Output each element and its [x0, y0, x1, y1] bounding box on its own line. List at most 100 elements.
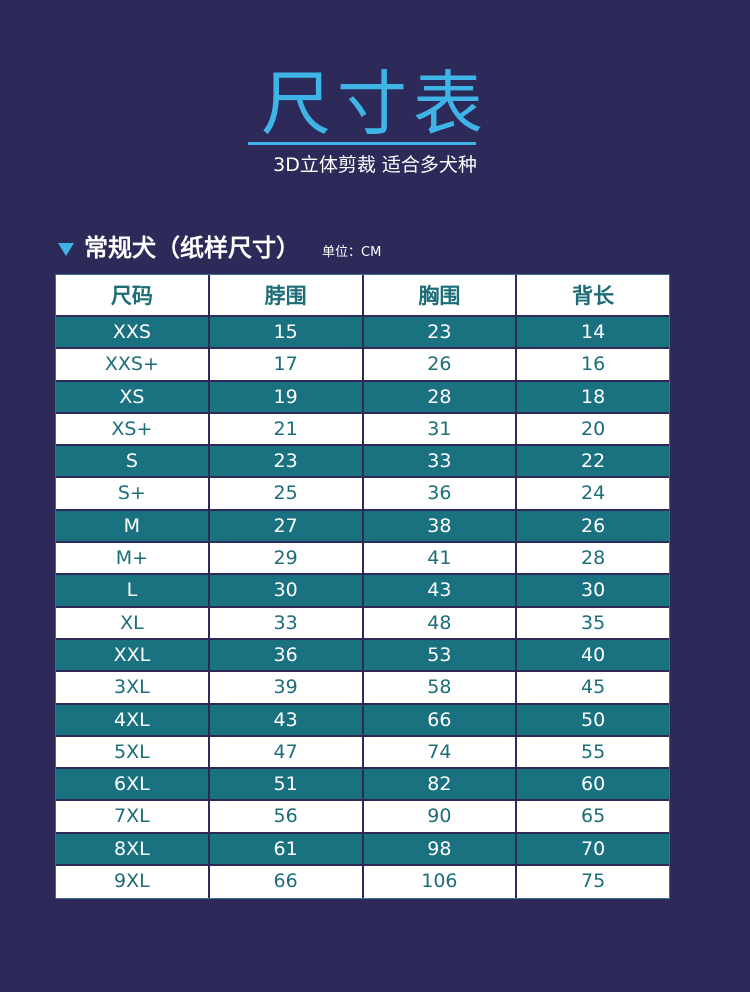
cell-back-length: 65	[517, 801, 669, 834]
table-row: 7XL 56 90 65	[56, 801, 669, 834]
cell-chest: 41	[363, 543, 518, 576]
unit-label: 单位：CM	[322, 244, 382, 260]
cell-neck: 15	[209, 317, 364, 350]
cell-neck: 66	[209, 866, 364, 899]
cell-size: S+	[56, 478, 210, 511]
title-underline	[248, 142, 476, 145]
cell-chest: 36	[363, 478, 518, 511]
section-title: 常规犬（纸样尺寸）	[84, 234, 300, 262]
cell-back-length: 35	[517, 607, 669, 640]
table-row: M 27 38 26	[56, 510, 669, 544]
table-row: XXL 36 53 40	[56, 639, 669, 673]
cell-size: 9XL	[56, 866, 210, 899]
cell-chest: 23	[363, 317, 518, 350]
cell-neck: 30	[209, 575, 364, 608]
table-body: XXS 15 23 14 XXS+ 17 26 16 XS 19 28 18 XS+ 21 31 20 S 23 3…	[56, 317, 669, 899]
cell-neck: 51	[209, 769, 364, 802]
cell-neck: 17	[209, 349, 364, 382]
cell-size: XXL	[56, 639, 210, 673]
cell-chest: 66	[363, 704, 518, 737]
table-header-row: 尺码 脖围 胸围 背长	[56, 275, 669, 317]
cell-back-length: 40	[517, 639, 669, 673]
cell-chest: 74	[363, 736, 518, 770]
table-row: 9XL 66 106 75	[56, 866, 669, 899]
cell-size: L	[56, 575, 210, 608]
size-table: 尺码 脖围 胸围 背长 XXS 15 23 14 XXS+ 17 26 16 XS 19 28 18 X…	[55, 274, 670, 900]
table-row: XL 33 48 35	[56, 607, 669, 640]
cell-chest: 38	[363, 510, 518, 544]
cell-size: XXS	[56, 317, 210, 350]
page-subtitle: 3D立体剪裁 适合多犬种	[273, 154, 477, 176]
cell-neck: 56	[209, 801, 364, 834]
header-neck: 脖围	[209, 275, 364, 317]
cell-size: M+	[56, 543, 210, 576]
cell-neck: 23	[209, 446, 364, 479]
cell-chest: 43	[363, 575, 518, 608]
header-size: 尺码	[56, 275, 210, 317]
table-row: XXS 15 23 14	[56, 317, 669, 350]
page-title: 尺寸表	[261, 63, 489, 145]
cell-back-length: 45	[517, 672, 669, 705]
cell-size: 7XL	[56, 801, 210, 834]
table-row: XS 19 28 18	[56, 381, 669, 414]
header-back-length: 背长	[517, 275, 669, 317]
table-row: 4XL 43 66 50	[56, 704, 669, 737]
cell-chest: 28	[363, 381, 518, 414]
cell-chest: 48	[363, 607, 518, 640]
cell-back-length: 50	[517, 704, 669, 737]
cell-neck: 61	[209, 833, 364, 867]
cell-size: XXS+	[56, 349, 210, 382]
cell-back-length: 30	[517, 575, 669, 608]
cell-neck: 39	[209, 672, 364, 705]
cell-chest: 58	[363, 672, 518, 705]
cell-chest: 53	[363, 639, 518, 673]
table-row: 3XL 39 58 45	[56, 672, 669, 705]
table-row: S 23 33 22	[56, 446, 669, 479]
table-row: S+ 25 36 24	[56, 478, 669, 511]
cell-back-length: 16	[517, 349, 669, 382]
cell-back-length: 18	[517, 381, 669, 414]
cell-size: 8XL	[56, 833, 210, 867]
cell-neck: 21	[209, 413, 364, 447]
cell-neck: 47	[209, 736, 364, 770]
cell-size: XS+	[56, 413, 210, 447]
cell-back-length: 14	[517, 317, 669, 350]
triangle-down-icon	[58, 242, 74, 256]
table-row: M+ 29 41 28	[56, 543, 669, 576]
cell-neck: 33	[209, 607, 364, 640]
cell-chest: 31	[363, 413, 518, 447]
cell-chest: 82	[363, 769, 518, 802]
table-row: 5XL 47 74 55	[56, 736, 669, 770]
cell-chest: 98	[363, 833, 518, 867]
cell-back-length: 26	[517, 510, 669, 544]
cell-neck: 43	[209, 704, 364, 737]
cell-size: XL	[56, 607, 210, 640]
cell-size: XS	[56, 381, 210, 414]
table-row: L 30 43 30	[56, 575, 669, 608]
cell-back-length: 28	[517, 543, 669, 576]
cell-neck: 36	[209, 639, 364, 673]
cell-back-length: 70	[517, 833, 669, 867]
cell-size: 3XL	[56, 672, 210, 705]
cell-chest: 90	[363, 801, 518, 834]
cell-back-length: 75	[517, 866, 669, 899]
cell-back-length: 24	[517, 478, 669, 511]
cell-neck: 27	[209, 510, 364, 544]
cell-size: M	[56, 510, 210, 544]
cell-back-length: 55	[517, 736, 669, 770]
cell-back-length: 20	[517, 413, 669, 447]
cell-neck: 19	[209, 381, 364, 414]
cell-back-length: 60	[517, 769, 669, 802]
cell-chest: 33	[363, 446, 518, 479]
cell-back-length: 22	[517, 446, 669, 479]
table-row: XXS+ 17 26 16	[56, 349, 669, 382]
section-header: 常规犬（纸样尺寸） 单位：CM	[58, 232, 381, 264]
header-chest: 胸围	[363, 275, 518, 317]
cell-size: 4XL	[56, 704, 210, 737]
table-row: 8XL 61 98 70	[56, 833, 669, 867]
cell-size: 6XL	[56, 769, 210, 802]
cell-neck: 29	[209, 543, 364, 576]
table-row: XS+ 21 31 20	[56, 413, 669, 447]
cell-size: 5XL	[56, 736, 210, 770]
cell-chest: 106	[363, 866, 518, 899]
